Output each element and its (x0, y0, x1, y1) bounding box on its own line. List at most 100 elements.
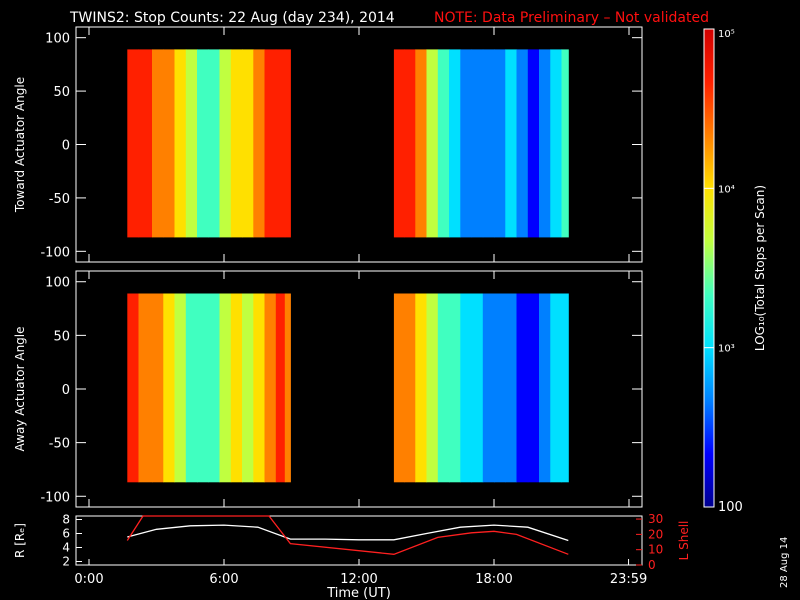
y-tick-right-label: 30 (648, 512, 663, 526)
heatmap-column (264, 293, 277, 483)
heatmap-column (185, 49, 198, 238)
heatmap-column (539, 49, 551, 238)
heatmap-column (527, 293, 540, 483)
y-tick-label: 100 (45, 276, 70, 291)
y-axis-label: R [Rₑ] (13, 523, 27, 558)
heatmap-column (197, 293, 209, 483)
heatmap-column (219, 293, 232, 483)
y-axis-label: Away Actuator Angle (13, 326, 27, 451)
x-tick-label: 12:00 (340, 572, 377, 587)
y-tick-label: -50 (49, 192, 70, 207)
heatmap-column (494, 49, 506, 238)
colorbar-tick-label: 10⁴ (718, 184, 735, 195)
heatmap-column (127, 293, 140, 483)
heatmap-column (494, 293, 506, 483)
heatmap-column (275, 293, 286, 483)
heatmap-column (284, 293, 291, 483)
x-tick-label: 18:00 (475, 572, 512, 587)
y-axis-label: Toward Actuator Angle (13, 77, 27, 213)
heatmap-column (393, 293, 405, 483)
heatmap-column (253, 293, 266, 483)
heatmap-column (219, 49, 232, 238)
heatmap-column (197, 49, 209, 238)
y-tick-label: 8 (62, 513, 70, 527)
heatmap-column (242, 293, 254, 483)
heatmap-column (138, 293, 153, 483)
heatmap-column (471, 293, 484, 483)
heatmap-column (527, 49, 540, 238)
y-tick-right-label: 10 (648, 543, 663, 557)
heatmap-column (163, 49, 176, 238)
y-tick-right-label: 0 (648, 558, 656, 572)
colorbar-tick-label: 10⁵ (718, 29, 735, 40)
heatmap-column (415, 49, 428, 238)
y-tick-label: 6 (62, 527, 70, 541)
heatmap-column (437, 49, 450, 238)
heatmap-column (404, 49, 416, 238)
heatmap-column (505, 293, 518, 483)
heatmap-column (152, 293, 164, 483)
date-stamp: 28 Aug 14 (779, 537, 790, 588)
heatmap-column (505, 49, 518, 238)
heatmap-column (174, 49, 187, 238)
heatmap-column (174, 293, 187, 483)
heatmap-column (208, 49, 221, 238)
chart-title: TWINS2: Stop Counts: 22 Aug (day 234), 2… (69, 10, 395, 26)
heatmap-column (275, 49, 286, 238)
heatmap-column (393, 49, 405, 238)
heatmap-column (284, 49, 291, 238)
heatmap-column (138, 49, 153, 238)
colorbar: 10⁵ 10⁴ 10³ 100 LOG₁₀(Total Stops per Scan) (703, 28, 767, 515)
colorbar-tick-label: 10³ (718, 344, 735, 355)
y-tick-label: 50 (53, 85, 70, 100)
y-axis-label-right: L Shell (677, 521, 691, 561)
colorbar-label: LOG₁₀(Total Stops per Scan) (753, 185, 767, 351)
heatmap-column (482, 293, 495, 483)
y-tick-label: -100 (40, 490, 70, 505)
heatmap-column (460, 293, 473, 483)
heatmap-column (482, 49, 495, 238)
y-tick-label: 100 (45, 32, 70, 47)
heatmap-column (152, 49, 164, 238)
panel-toward-actuator: 100 50 0 -50 -100 Toward Actuator Angle (13, 26, 643, 263)
colorbar-bar (703, 28, 715, 508)
heatmap-column (471, 49, 484, 238)
preliminary-note: NOTE: Data Preliminary – Not validated (434, 10, 709, 26)
heatmap-column (516, 49, 529, 238)
heatmap-column (561, 293, 569, 483)
y-tick-label: -50 (49, 437, 70, 452)
colorbar-tick-label: 100 (718, 500, 743, 515)
heatmap-column (550, 293, 563, 483)
heatmap-column (449, 49, 461, 238)
y-tick-label: 4 (62, 541, 70, 555)
panel-frame (75, 515, 643, 566)
heatmap-column (264, 49, 277, 238)
x-tick-label: 0:00 (74, 572, 103, 587)
heatmap-column (242, 49, 254, 238)
heatmap-column (460, 49, 473, 238)
heatmap-column (415, 293, 428, 483)
heatmap-column (449, 293, 461, 483)
y-tick-label: 0 (62, 383, 70, 398)
heatmap-column (550, 49, 563, 238)
heatmap-column (516, 293, 529, 483)
y-tick-label: -100 (40, 245, 70, 260)
y-tick-label: 0 (62, 139, 70, 154)
heatmap-column (404, 293, 416, 483)
y-tick-right-label: 20 (648, 527, 663, 541)
heatmap-column (437, 293, 450, 483)
radius-line (127, 524, 569, 542)
heatmap-column (230, 49, 243, 238)
heatmap-column (185, 293, 198, 483)
x-tick-label: 23:59 (610, 572, 647, 587)
heatmap-column (230, 293, 243, 483)
heatmap-column (426, 293, 439, 483)
heatmap-column (208, 293, 221, 483)
heatmap-column (426, 49, 439, 238)
y-tick-label: 50 (53, 329, 70, 344)
heatmap-column (163, 293, 176, 483)
heatmap-column (561, 49, 569, 238)
heatmap-column (539, 293, 551, 483)
